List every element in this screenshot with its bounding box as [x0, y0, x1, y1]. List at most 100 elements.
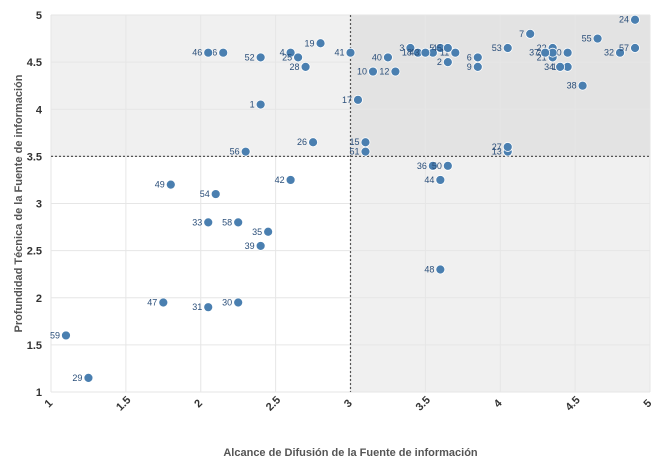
point-marker: [630, 14, 640, 25]
point-marker: [555, 61, 566, 72]
point-marker: [592, 33, 603, 44]
point-marker: [383, 52, 393, 63]
quadrant-dividers: [51, 15, 650, 392]
point-marker: [442, 160, 453, 171]
data-point: 44: [424, 175, 446, 185]
point-label: 29: [72, 373, 82, 383]
point-label: 3: [399, 43, 404, 53]
data-point: 6: [467, 52, 483, 62]
data-point: 31: [192, 302, 214, 313]
point-marker: [427, 160, 438, 171]
point-marker: [630, 43, 640, 53]
point-marker: [255, 99, 266, 110]
point-label: 36: [417, 161, 427, 171]
point-marker: [255, 52, 266, 63]
x-tick-label: 1: [42, 397, 55, 410]
point-label: 19: [305, 38, 315, 48]
point-marker: [502, 43, 513, 53]
point-label: 27: [492, 142, 502, 152]
point-marker: [285, 175, 296, 185]
point-label: 40: [372, 52, 382, 62]
data-point: 32: [604, 48, 625, 58]
point-marker: [442, 43, 453, 53]
x-tick-label: 4: [492, 397, 505, 410]
point-label: 43: [409, 48, 419, 58]
point-label: 46: [192, 48, 202, 58]
point-label: 21: [537, 52, 547, 62]
point-label: 6: [467, 52, 472, 62]
data-point: 40: [372, 52, 393, 62]
point-marker: [210, 189, 221, 199]
point-label: 32: [604, 48, 614, 58]
point-marker: [525, 28, 536, 39]
point-label: 31: [192, 302, 202, 312]
data-point: 28: [290, 62, 311, 72]
data-point: 47: [147, 297, 169, 307]
point-marker: [165, 179, 176, 190]
y-tick-label: 4: [36, 104, 43, 116]
point-marker: [233, 297, 244, 308]
data-point: 25: [282, 52, 303, 62]
point-label: 54: [200, 189, 210, 199]
point-label: 41: [334, 48, 344, 58]
data-point: 36: [417, 161, 438, 171]
data-point: 10: [357, 67, 378, 77]
data-point: 33: [192, 217, 214, 227]
data-point: 52: [245, 52, 266, 62]
x-axis-ticks: 1 1.5 2 2.5 3 3.5 4 4.5 5: [42, 394, 654, 413]
point-label: 28: [290, 62, 300, 72]
point-label: 52: [245, 52, 255, 62]
point-label: 1: [250, 100, 255, 110]
data-point: 38: [567, 81, 588, 91]
data-point: 57: [619, 43, 640, 53]
point-label: 53: [492, 43, 502, 53]
point-marker: [472, 61, 483, 72]
point-marker: [285, 47, 296, 58]
data-point: 39: [245, 241, 266, 251]
x-tick-label: 2: [192, 397, 205, 410]
point-label: 49: [155, 180, 165, 190]
point-marker: [203, 302, 214, 313]
point-label: 10: [357, 67, 367, 77]
y-tick-label: 3.5: [27, 151, 42, 163]
data-point: 4: [280, 48, 296, 58]
y-tick-label: 5: [36, 10, 42, 22]
point-label: 34: [544, 62, 554, 72]
point-marker: [308, 137, 318, 148]
data-point: 41: [334, 48, 356, 58]
point-marker: [300, 61, 311, 72]
point-marker: [61, 330, 71, 341]
point-marker: [450, 47, 461, 58]
data-point: 9: [467, 62, 483, 72]
y-axis-title: Profundidad Técnica de la Fuente de info…: [13, 74, 25, 332]
point-label: 9: [467, 62, 472, 72]
point-marker: [562, 47, 573, 58]
x-tick-label: 3: [342, 397, 355, 410]
point-label: 59: [50, 330, 60, 340]
point-label: 18: [402, 48, 412, 58]
point-label: 58: [222, 217, 232, 227]
data-point: 30: [222, 297, 244, 308]
data-point: 54: [200, 189, 221, 199]
y-tick-label: 2: [36, 293, 42, 305]
data-point: 18: [402, 48, 423, 58]
point-marker: [83, 372, 94, 383]
data-point: 59: [50, 330, 71, 340]
point-marker: [472, 52, 483, 63]
data-point: 12: [379, 67, 401, 77]
data-point: 58: [222, 217, 244, 227]
data-point: 35: [252, 227, 274, 237]
point-marker: [615, 47, 625, 58]
point-label: 39: [245, 241, 255, 251]
data-point: 2: [437, 57, 453, 67]
data-point: 1: [250, 100, 266, 110]
data-point: 15: [349, 137, 371, 147]
data-point: 48: [424, 264, 446, 274]
data-point: 42: [275, 175, 296, 185]
point-marker: [203, 47, 214, 58]
point-label: 42: [275, 175, 285, 185]
y-tick-label: 2.5: [27, 246, 42, 258]
y-axis-ticks: 1 1.5 2 2.5 3 3.5 4 4.5 5: [27, 10, 43, 399]
point-label: 2: [437, 57, 442, 67]
point-label: 25: [282, 52, 292, 62]
